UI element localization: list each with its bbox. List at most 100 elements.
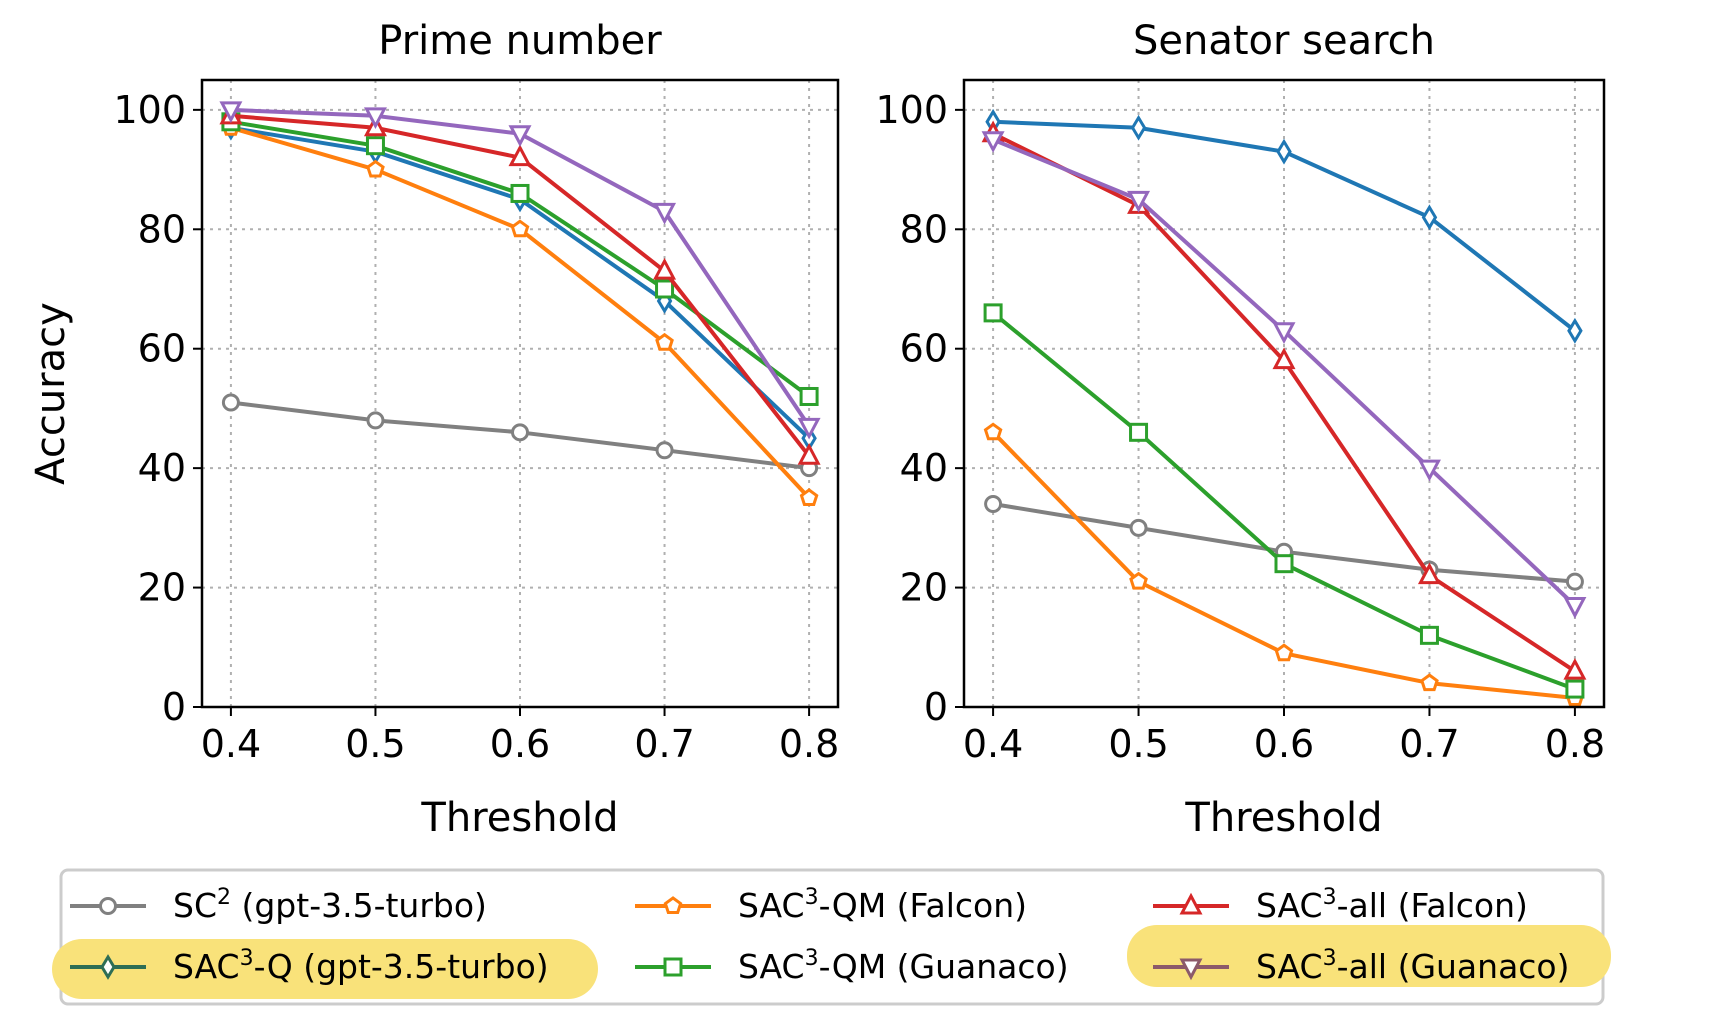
legend-marker	[663, 896, 683, 914]
legend-label: SAC3-QM (Guanaco)	[738, 946, 1069, 986]
panel-1: 0.4 0.5 0.6 0.7 0.8 0 20 40 60 80 100 Prime number T…	[28, 18, 839, 841]
data-point	[984, 494, 1003, 513]
x-tick-label: 0.4	[963, 722, 1023, 766]
y-tick-label: 40	[900, 446, 948, 490]
y-tick-label: 80	[138, 207, 186, 251]
data-point	[366, 411, 385, 430]
legend-label: SC2 (gpt-3.5-turbo)	[173, 885, 487, 925]
y-tick-label: 40	[138, 446, 186, 490]
data-point	[1272, 322, 1296, 345]
legend-entry-qm_guanaco[interactable]: SAC3-QM (Guanaco)	[635, 946, 1069, 986]
data-point	[510, 183, 530, 203]
data-point	[1417, 562, 1441, 585]
panel-2: 0.4 0.5 0.6 0.7 0.8 0 20 40 60 80 100 Senator searc…	[875, 18, 1606, 841]
series-qm_guanaco	[983, 303, 1585, 699]
y-tick-label: 100	[875, 88, 948, 132]
legend-label: SAC3-all (Falcon)	[1256, 885, 1528, 925]
series-q	[223, 114, 817, 452]
data-point	[1276, 138, 1292, 165]
legend-marker	[663, 957, 683, 977]
y-tick-label: 60	[138, 327, 186, 371]
legend-label: SAC3-Q (gpt-3.5-turbo)	[173, 946, 549, 986]
series-sc2	[221, 393, 819, 478]
series-all_guanaco	[981, 131, 1587, 619]
y-tick-label: 0	[162, 685, 186, 729]
legend-highlight	[52, 939, 598, 999]
data-point	[653, 257, 677, 280]
data-point	[655, 441, 674, 460]
data-point	[1272, 347, 1296, 370]
data-point	[983, 422, 1003, 441]
data-point	[221, 393, 240, 412]
x-tick-label: 0.6	[1254, 722, 1314, 766]
y-tick-label: 100	[113, 88, 186, 132]
legend-entry-all_guanaco[interactable]: SAC3-all (Guanaco)	[1127, 925, 1611, 987]
y-tick-label: 20	[138, 566, 186, 610]
legend-entry-all_falcon[interactable]: SAC3-all (Falcon)	[1153, 885, 1528, 925]
data-point	[1129, 422, 1149, 442]
legend-marker	[1179, 958, 1203, 981]
x-tick-label: 0.7	[1399, 722, 1459, 766]
data-point	[365, 136, 385, 156]
data-point	[1417, 459, 1441, 482]
data-point	[1130, 114, 1147, 141]
data-point	[1563, 596, 1587, 619]
legend-entry-q[interactable]: SAC3-Q (gpt-3.5-turbo)	[52, 939, 598, 999]
data-point	[1567, 317, 1583, 344]
data-point	[219, 101, 243, 124]
legend-label: SAC3-all (Guanaco)	[1256, 946, 1570, 986]
data-point	[508, 144, 532, 167]
x-tick-label: 0.6	[490, 722, 550, 766]
legend-entry-sc2[interactable]: SC2 (gpt-3.5-turbo)	[70, 885, 487, 925]
chart-title: Senator search	[1133, 18, 1435, 64]
x-tick-label: 0.8	[779, 722, 839, 766]
x-axis-label: Threshold	[1184, 795, 1382, 841]
x-tick-label: 0.5	[345, 722, 405, 766]
data-point	[983, 303, 1003, 323]
data-point	[1129, 518, 1148, 537]
legend-marker	[100, 954, 116, 980]
legend-marker	[1179, 892, 1203, 915]
data-point	[508, 125, 532, 147]
data-point	[363, 107, 387, 130]
y-tick-label: 0	[924, 685, 948, 729]
data-point	[797, 442, 821, 465]
data-point	[1563, 657, 1587, 680]
x-tick-label: 0.5	[1108, 722, 1168, 766]
series-all_guanaco	[219, 101, 821, 440]
y-axis-label: Accuracy	[28, 302, 74, 485]
data-point	[1420, 673, 1439, 692]
legend-marker	[99, 897, 117, 915]
series-sc2	[984, 494, 1584, 591]
data-point	[655, 279, 675, 299]
data-point	[1421, 204, 1438, 231]
y-tick-label: 80	[900, 207, 948, 251]
data-point	[981, 131, 1005, 153]
chart-title: Prime number	[378, 18, 662, 64]
y-tick-label: 60	[900, 327, 948, 371]
series-line	[230, 125, 811, 440]
legend-highlight	[1127, 925, 1611, 987]
series-qm_guanaco	[221, 112, 819, 406]
data-point	[1129, 571, 1148, 590]
data-point	[510, 219, 530, 238]
data-point	[1274, 643, 1294, 662]
legend-entry-qm_falcon[interactable]: SAC3-QM (Falcon)	[635, 885, 1027, 925]
data-point	[655, 332, 674, 351]
x-tick-label: 0.4	[201, 722, 261, 766]
data-point	[1127, 190, 1151, 213]
y-tick-label: 20	[900, 566, 948, 610]
data-point	[797, 417, 821, 440]
x-tick-label: 0.7	[634, 722, 694, 766]
x-axis-label: Threshold	[420, 795, 618, 841]
data-point	[1419, 625, 1439, 645]
grid	[964, 80, 1604, 708]
data-point	[1565, 572, 1584, 591]
grid	[202, 80, 838, 708]
data-point	[511, 423, 529, 442]
data-point	[1565, 679, 1585, 699]
legend-label: SAC3-QM (Falcon)	[738, 885, 1027, 925]
x-tick-label: 0.8	[1545, 722, 1605, 766]
data-point	[799, 386, 819, 406]
